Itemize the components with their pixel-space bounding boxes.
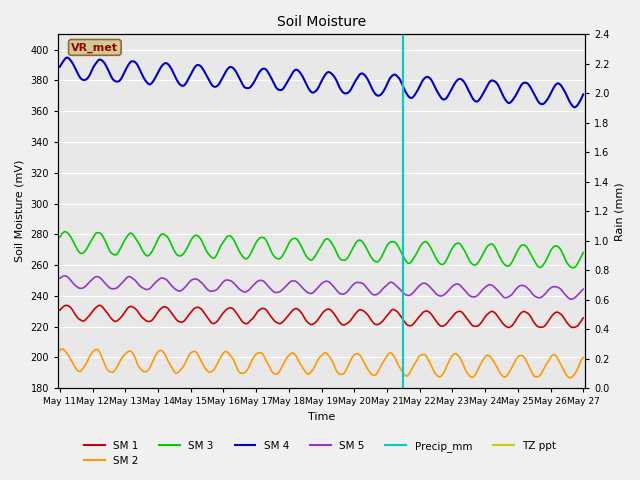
SM 3 [365,250,372,256]
SM 4 [56,64,64,70]
Y-axis label: Rain (mm): Rain (mm) [615,182,625,240]
Title: Soil Moisture: Soil Moisture [277,15,366,29]
SM 4 [562,91,570,96]
Line: SM 5: SM 5 [60,276,583,299]
SM 1 [579,315,587,321]
SM 5 [56,276,64,281]
Line: SM 4: SM 4 [60,58,583,107]
SM 5 [567,296,575,302]
Line: SM 3: SM 3 [60,232,583,268]
SM 2 [365,368,372,373]
SM 1 [563,319,570,324]
Line: SM 1: SM 1 [60,305,583,327]
SM 4 [365,79,372,84]
SM 2 [56,348,64,353]
SM 1 [274,320,282,326]
SM 5 [579,286,587,292]
SM 4 [82,77,90,83]
SM 5 [562,292,570,298]
SM 4 [579,92,587,97]
SM 5 [61,273,68,279]
SM 4 [571,104,579,110]
SM 3 [554,243,561,249]
SM 3 [61,229,69,235]
SM 1 [505,324,513,330]
SM 5 [554,284,561,290]
SM 3 [579,250,587,255]
SM 2 [154,349,161,355]
SM 2 [82,362,90,368]
SM 1 [365,313,372,319]
SM 1 [554,310,562,315]
SM 4 [154,71,161,76]
SM 2 [562,372,570,377]
SM 3 [154,237,161,243]
SM 4 [63,55,71,60]
SM 2 [58,346,66,352]
SM 5 [365,288,372,293]
SM 3 [56,234,64,240]
SM 2 [274,371,282,376]
Line: SM 2: SM 2 [60,349,583,378]
SM 5 [274,289,282,295]
SM 1 [154,310,161,315]
SM 2 [579,355,587,360]
SM 2 [566,375,574,381]
SM 5 [82,283,90,289]
Legend: SM 1, SM 2, SM 3, SM 4, SM 5, Precip_mm, TZ ppt: SM 1, SM 2, SM 3, SM 4, SM 5, Precip_mm,… [80,436,560,470]
SM 1 [81,317,89,323]
SM 3 [274,256,282,262]
SM 4 [554,81,561,86]
SM 5 [154,278,161,284]
SM 3 [562,258,570,264]
SM 1 [56,307,64,313]
X-axis label: Time: Time [308,412,335,422]
Text: VR_met: VR_met [72,42,118,52]
SM 2 [554,356,561,361]
Y-axis label: Soil Moisture (mV): Soil Moisture (mV) [15,160,25,263]
SM 3 [569,265,577,271]
SM 4 [274,86,282,92]
SM 3 [82,248,90,253]
SM 1 [96,302,104,308]
